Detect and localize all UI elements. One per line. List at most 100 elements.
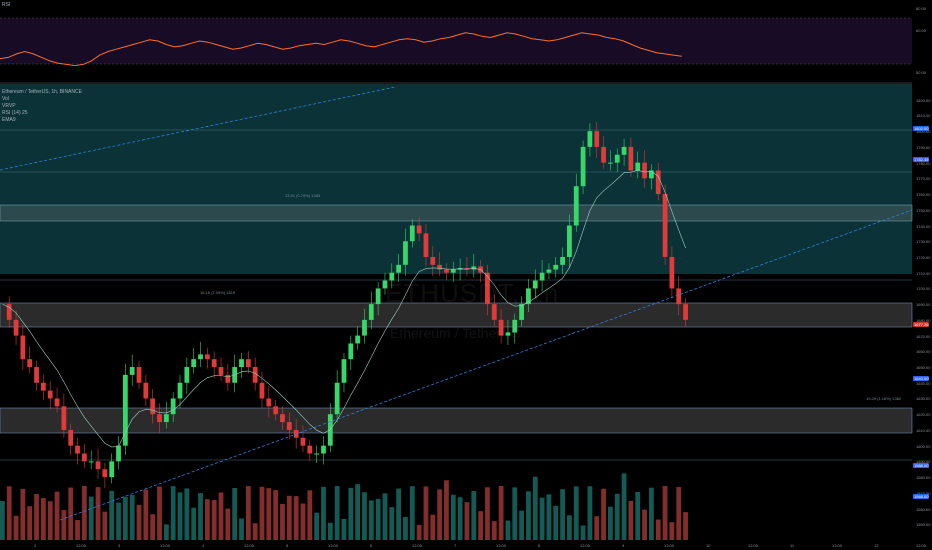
candle xyxy=(88,461,94,463)
time-tick: 3 xyxy=(118,543,121,548)
price-badge: 1782.45 xyxy=(913,156,930,162)
volume-bar xyxy=(505,520,511,540)
candle xyxy=(505,332,511,336)
volume-bar xyxy=(532,476,538,540)
volume-bar xyxy=(519,510,524,540)
price-tick: 1610.00 xyxy=(916,427,931,433)
candle xyxy=(129,367,135,375)
candle xyxy=(239,359,244,368)
candle xyxy=(177,382,183,399)
volume-bar xyxy=(368,500,374,540)
volume-bar xyxy=(47,501,53,540)
volume-bar xyxy=(491,521,497,540)
candle xyxy=(27,359,33,368)
candle xyxy=(259,382,265,399)
volume-bar xyxy=(375,498,381,540)
rsi-tick: 80.00 xyxy=(916,6,927,11)
symbol-watermark: ETHUSDT, 1h xyxy=(385,278,560,308)
volume-bar xyxy=(136,504,142,540)
volume-bar xyxy=(150,514,156,540)
candle xyxy=(157,414,162,423)
candle xyxy=(669,256,675,289)
zone-label-2: 18.15 (1.09%) 1819 xyxy=(200,290,236,295)
volume-bar xyxy=(225,508,231,540)
zone-label-1: 13.91 (0.79%) 1383 xyxy=(285,193,321,198)
rsi-tick: 60.00 xyxy=(916,28,927,33)
volume-bar xyxy=(430,514,436,540)
candle xyxy=(430,256,436,265)
volume-bar xyxy=(109,490,115,540)
volume-bar xyxy=(293,496,299,540)
candle xyxy=(68,429,74,446)
price-tick: 1760.00 xyxy=(916,192,931,198)
volume-bar xyxy=(409,486,415,540)
volume-bar xyxy=(252,523,258,540)
candle xyxy=(54,398,60,407)
rsi-pane-title: RSI xyxy=(2,2,11,8)
volume-bar xyxy=(621,473,627,540)
volume-bar xyxy=(382,493,388,540)
candle xyxy=(628,146,634,171)
volume-bar xyxy=(355,484,361,540)
volume-bar xyxy=(163,524,169,540)
volume-bar xyxy=(218,492,224,540)
candle xyxy=(498,319,504,336)
candle xyxy=(485,272,490,305)
volume-bar xyxy=(396,488,402,540)
volume-bar xyxy=(204,499,210,540)
candle xyxy=(122,374,128,446)
volume-bar xyxy=(27,506,33,540)
candle xyxy=(204,354,210,360)
price-tick: 1560.00 xyxy=(916,506,931,512)
volume-bar xyxy=(546,494,552,540)
volume-bar xyxy=(157,486,162,540)
candle xyxy=(47,390,53,399)
candle xyxy=(150,398,156,415)
candle xyxy=(13,319,19,336)
candle xyxy=(334,382,340,415)
price-tick: 1720.00 xyxy=(916,254,931,260)
candle xyxy=(266,398,272,407)
time-tick: 12:00 xyxy=(832,543,843,548)
candle xyxy=(252,367,258,383)
time-tick: 12:00 xyxy=(748,543,759,548)
price-tick: 1620.00 xyxy=(916,412,931,418)
candle xyxy=(560,256,565,265)
price-tick: 1710.00 xyxy=(916,270,931,276)
legend-indicator-rsi[interactable]: RSI (14) 25 xyxy=(2,110,28,116)
volume-bar xyxy=(198,493,203,540)
price-tick: 1690.00 xyxy=(916,302,931,308)
candle xyxy=(416,225,422,234)
candle xyxy=(136,367,142,383)
candle xyxy=(375,288,381,305)
volume-bar xyxy=(662,486,668,540)
time-tick: 12:00 xyxy=(664,543,675,548)
volume-bar xyxy=(403,516,408,540)
volume-bar xyxy=(423,486,429,540)
candle xyxy=(594,131,600,147)
zone-band-middle xyxy=(0,302,913,328)
price-tick: 1670.00 xyxy=(916,333,931,339)
legend-indicator-ema[interactable]: EMA9 xyxy=(2,117,16,123)
legend-indicator-vrvp[interactable]: VRVP xyxy=(2,103,16,109)
volume-bar xyxy=(608,506,613,540)
candle xyxy=(655,170,661,195)
candle xyxy=(423,233,429,257)
volume-bar xyxy=(88,496,94,540)
volume-bar xyxy=(95,487,101,540)
candle xyxy=(471,266,477,270)
volume-bar xyxy=(239,518,244,540)
legend-indicator-vol[interactable]: Vol xyxy=(2,96,9,102)
volume-bar xyxy=(280,503,285,540)
volume-bar xyxy=(450,494,456,540)
zone-band-lower xyxy=(0,407,913,434)
candle xyxy=(300,437,306,446)
volume-bar xyxy=(416,524,422,540)
volume-bar xyxy=(20,488,26,540)
legend-symbol[interactable]: Ethereum / TetherUS, 1h, BINANCE xyxy=(2,89,82,95)
candle xyxy=(587,131,593,147)
candle xyxy=(683,304,688,320)
price-tick: 1730.00 xyxy=(916,239,931,245)
candle xyxy=(512,319,518,333)
